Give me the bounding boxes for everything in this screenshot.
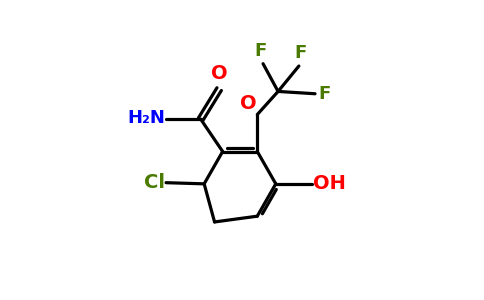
Text: F: F (255, 42, 267, 60)
Text: F: F (294, 44, 306, 62)
Text: O: O (240, 94, 256, 113)
Text: H₂N: H₂N (127, 109, 165, 127)
Text: F: F (318, 85, 331, 103)
Text: O: O (211, 64, 227, 83)
Text: Cl: Cl (144, 173, 165, 192)
Text: OH: OH (314, 174, 346, 193)
